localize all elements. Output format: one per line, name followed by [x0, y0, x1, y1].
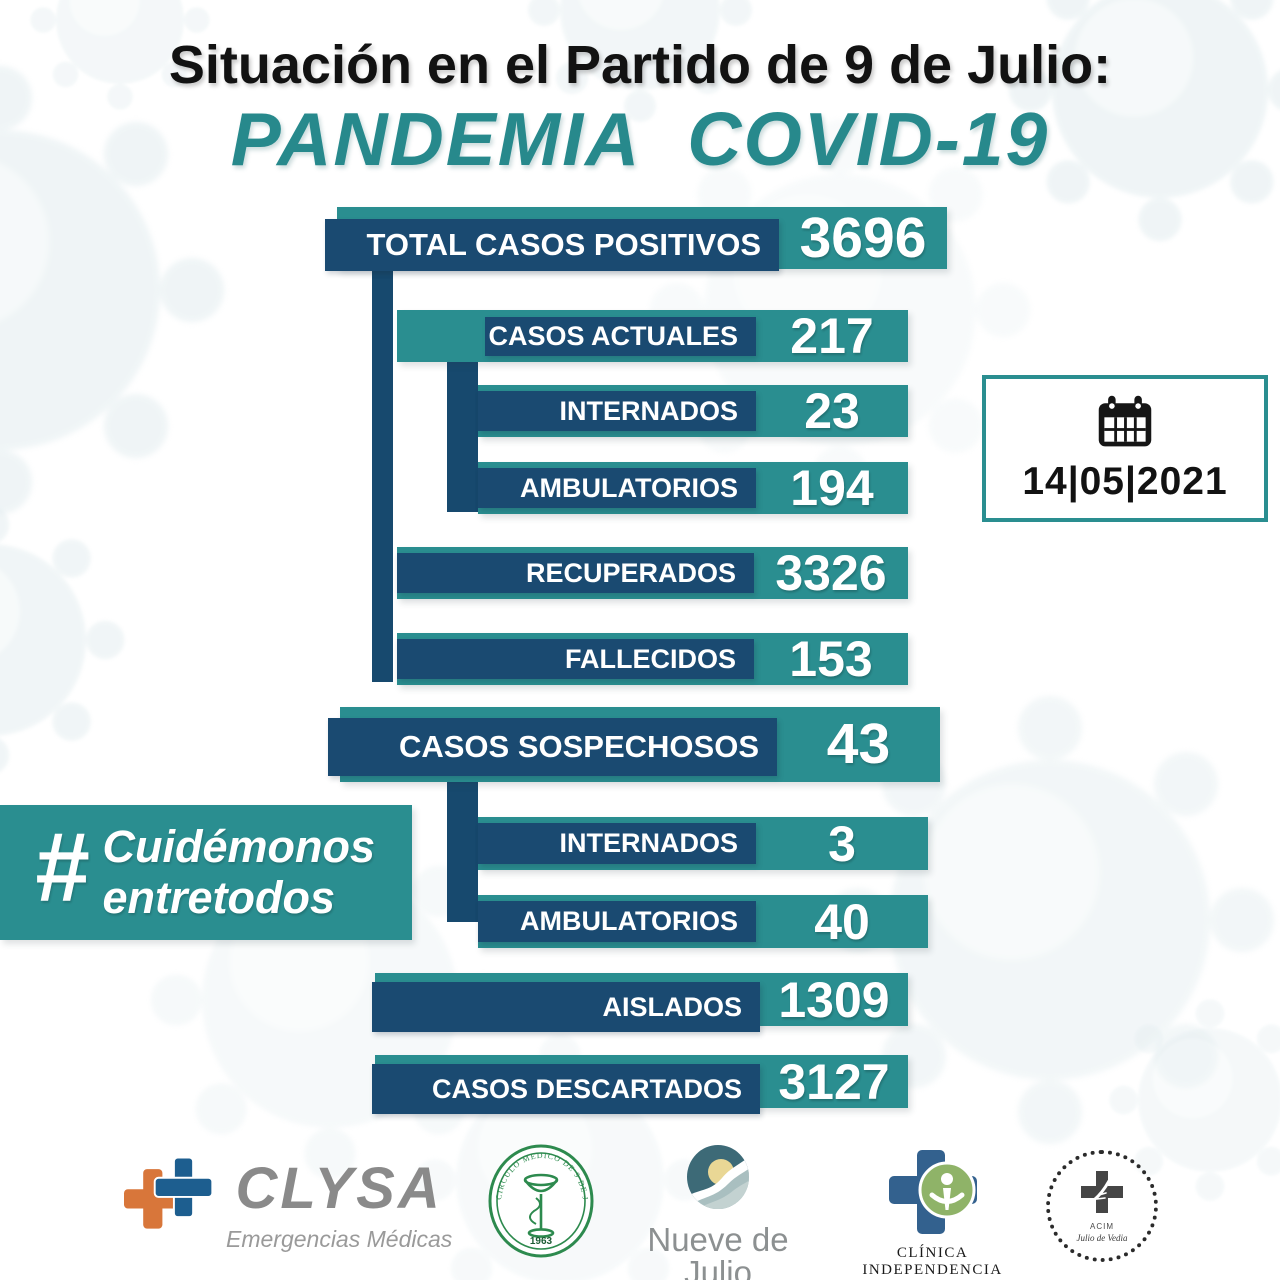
stat-row-casos-actuales: CASOS ACTUALES 217 [397, 310, 908, 362]
page-subtitle: PANDEMIA COVID-19 [230, 97, 1050, 181]
connector-line [447, 770, 478, 922]
stat-row-aislados: AISLADOS 1309 [372, 971, 908, 1032]
stat-value: 3696 [799, 205, 927, 270]
stat-row-ambulatorios-sospechosos: AMBULATORIOS 40 [478, 895, 928, 948]
stat-label: INTERNADOS [478, 391, 756, 431]
clysa-crosses-icon [122, 1148, 222, 1249]
stamp-text-line2: Julio de Vedia [1076, 1233, 1128, 1243]
stat-row-total-casos-positivos: TOTAL CASOS POSITIVOS 3696 [325, 205, 947, 271]
virus-decor-icon [0, 544, 86, 736]
hashtag-banner: # Cuidémonos entretodos [0, 805, 412, 940]
stat-value: 40 [814, 893, 870, 950]
page-title: Situación en el Partido de 9 de Julio: [168, 35, 1112, 95]
stat-value: 23 [804, 383, 860, 439]
stat-value: 194 [790, 460, 874, 516]
stat-value: 217 [790, 308, 874, 364]
stat-label: INTERNADOS [478, 823, 756, 864]
stat-row-casos-descartados: CASOS DESCARTADOS 3127 [372, 1053, 908, 1114]
virus-decor-icon [1052, 0, 1268, 198]
stat-row-casos-sospechosos: CASOS SOSPECHOSOS 43 [328, 707, 940, 782]
hashtag-line2: entretodos [102, 871, 336, 923]
stamp-cross-icon [1079, 1169, 1125, 1220]
hashtag-line1: Cuidémonos [102, 821, 376, 873]
calendar-icon [1095, 393, 1155, 456]
clysa-logo: CLYSA Emergencias Médicas [122, 1148, 452, 1253]
virus-decor-icon [890, 760, 1210, 1080]
stat-value: 1309 [778, 971, 890, 1028]
stat-value: 3 [828, 815, 856, 872]
footer-logos: CLYSA Emergencias Médicas CIRCULO MEDICO… [0, 1135, 1280, 1280]
circulo-medico-logo: CIRCULO MEDICO DE 9 DE JULIO 1963 [483, 1135, 596, 1265]
stat-row-fallecidos: FALLECIDOS 153 [397, 633, 908, 685]
circulo-year: 1963 [530, 1236, 553, 1247]
stat-label: CASOS DESCARTADOS [372, 1064, 760, 1114]
clinica-independencia-logo: CLÍNICA INDEPENDENCIA [845, 1148, 1020, 1279]
stat-row-ambulatorios-actuales: AMBULATORIOS 194 [478, 462, 908, 514]
stat-value: 153 [789, 631, 873, 687]
clinica-cross-icon [887, 1150, 979, 1240]
stat-row-recuperados: RECUPERADOS 3326 [397, 547, 908, 599]
stat-row-internados-sospechosos: INTERNADOS 3 [478, 817, 928, 870]
connector-line [372, 262, 393, 682]
stat-label: RECUPERADOS [397, 553, 754, 593]
connector-line [447, 350, 478, 512]
date-card: 14|05|2021 [982, 375, 1268, 522]
clinica-name: CLÍNICA INDEPENDENCIA [862, 1245, 1003, 1278]
stat-value: 3326 [775, 545, 887, 601]
municipalidad-name: Nueve de Julio [647, 1221, 789, 1280]
clysa-name: CLYSA [235, 1156, 443, 1221]
stat-label: AISLADOS [372, 982, 760, 1032]
stat-label: TOTAL CASOS POSITIVOS [325, 219, 779, 271]
stat-value: 3127 [778, 1053, 890, 1110]
clysa-tagline: Emergencias Médicas [226, 1226, 453, 1252]
stat-label: CASOS ACTUALES [485, 317, 756, 356]
report-date: 14|05|2021 [1022, 460, 1228, 503]
stamp-logo: ACIM Julio de Vedia [1046, 1150, 1158, 1262]
municipalidad-icon [686, 1145, 750, 1214]
virus-decor-icon [1138, 1028, 1280, 1172]
stat-label: AMBULATORIOS [478, 468, 756, 508]
stat-label: AMBULATORIOS [478, 901, 756, 942]
hash-icon: # [34, 812, 89, 923]
stat-row-internados-actuales: INTERNADOS 23 [478, 385, 908, 437]
stat-label: CASOS SOSPECHOSOS [328, 718, 777, 776]
municipalidad-logo: Nueve de Julio MUNICIPALIDAD [628, 1144, 808, 1280]
stat-value: 43 [826, 712, 891, 776]
stamp-text-line1: ACIM [1090, 1222, 1114, 1231]
stat-label: FALLECIDOS [397, 639, 754, 679]
